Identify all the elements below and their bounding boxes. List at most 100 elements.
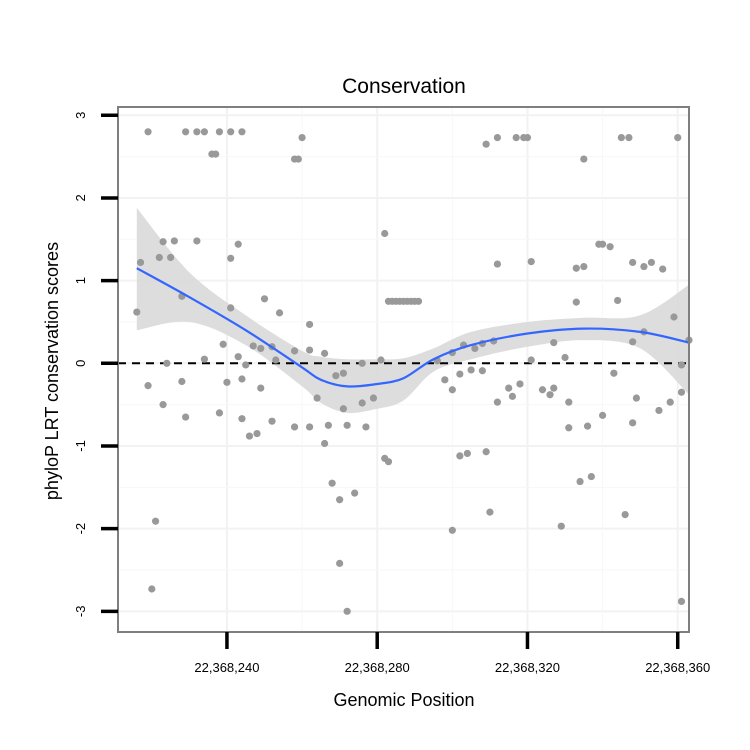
smooth-curve-layer [136, 267, 690, 388]
data-point [193, 128, 201, 136]
data-point [493, 133, 502, 142]
x-axis: 22,368,240 22,368,280 22,368,320 22,368,360 [194, 632, 710, 675]
data-point [358, 399, 366, 407]
data-point [512, 133, 520, 142]
data-point [463, 449, 471, 458]
data-point [166, 253, 175, 262]
data-point [163, 359, 171, 367]
data-point [227, 128, 235, 136]
data-point [324, 421, 332, 429]
data-point [677, 597, 686, 606]
data-point [369, 394, 378, 402]
data-point [215, 128, 224, 136]
data-point [610, 369, 618, 377]
data-point [257, 344, 265, 353]
data-point [253, 429, 261, 438]
data-point [572, 264, 580, 272]
data-point [617, 133, 625, 142]
y-axis: -3 -2 -1 0 1 2 3 [73, 112, 118, 617]
data-point [159, 238, 167, 246]
data-point [200, 128, 209, 136]
data-point [238, 415, 246, 423]
y-tick-label: 2 [73, 194, 88, 201]
x-tick-label: 22,368,280 [345, 660, 410, 675]
chart-title: Conservation [342, 75, 466, 98]
data-point [471, 344, 479, 353]
data-point [178, 377, 186, 386]
data-point [144, 128, 152, 136]
data-point [467, 366, 475, 374]
smooth-fit-line [136, 267, 690, 388]
data-point [328, 479, 336, 487]
data-point [486, 508, 494, 516]
data-point [260, 295, 269, 303]
data-point [505, 384, 513, 392]
data-point [576, 477, 584, 486]
data-point [441, 376, 449, 384]
data-point [148, 585, 156, 593]
data-point [482, 140, 490, 148]
data-point [133, 308, 141, 316]
data-point [670, 313, 678, 321]
data-point [268, 417, 276, 425]
data-point [182, 413, 190, 421]
data-point [257, 384, 265, 392]
data-point [614, 296, 622, 305]
data-point [621, 510, 629, 519]
data-point [336, 559, 344, 567]
data-point [523, 133, 532, 142]
data-point [144, 382, 152, 390]
data-point [565, 398, 573, 406]
x-tick-label: 22,368,360 [645, 660, 710, 675]
data-point [516, 380, 524, 388]
y-tick-label: 1 [73, 277, 88, 284]
data-point [305, 423, 314, 431]
data-point [339, 405, 347, 413]
data-point [384, 458, 393, 466]
y-tick-label: -1 [73, 440, 88, 452]
data-point [381, 229, 389, 238]
data-point [223, 378, 231, 386]
data-point [561, 353, 569, 362]
data-point [550, 384, 558, 392]
data-point [159, 401, 167, 409]
data-point [493, 260, 502, 268]
data-point [321, 349, 329, 357]
data-point [448, 526, 456, 534]
x-axis-title: Genomic Position [333, 690, 474, 710]
data-point [674, 133, 682, 142]
data-point [583, 422, 592, 430]
data-point [182, 128, 190, 136]
data-point [238, 375, 246, 383]
data-point [358, 359, 366, 367]
data-point [546, 391, 554, 399]
data-point [677, 388, 686, 396]
data-point [200, 355, 209, 363]
y-tick-label: 0 [73, 360, 88, 367]
data-point [351, 489, 359, 497]
x-tick-label: 22,368,320 [495, 660, 560, 675]
data-point [557, 522, 565, 530]
data-point [655, 406, 663, 415]
data-point [598, 411, 607, 419]
data-point [414, 297, 423, 305]
data-point [632, 394, 641, 402]
x-tick-label: 22,368,240 [194, 660, 259, 675]
data-point [290, 423, 299, 431]
data-point [587, 472, 595, 481]
data-point [647, 258, 656, 267]
data-point [580, 155, 588, 163]
data-point [249, 342, 257, 350]
data-point [298, 133, 306, 142]
data-point [659, 265, 667, 273]
data-point [155, 253, 163, 262]
data-point [377, 356, 385, 364]
data-point [448, 386, 456, 394]
data-point [321, 439, 329, 448]
data-point [508, 392, 517, 400]
data-point [245, 432, 254, 440]
y-tick-label: 3 [73, 112, 88, 119]
data-point [339, 369, 347, 377]
data-point [294, 155, 302, 163]
data-point [666, 398, 674, 406]
